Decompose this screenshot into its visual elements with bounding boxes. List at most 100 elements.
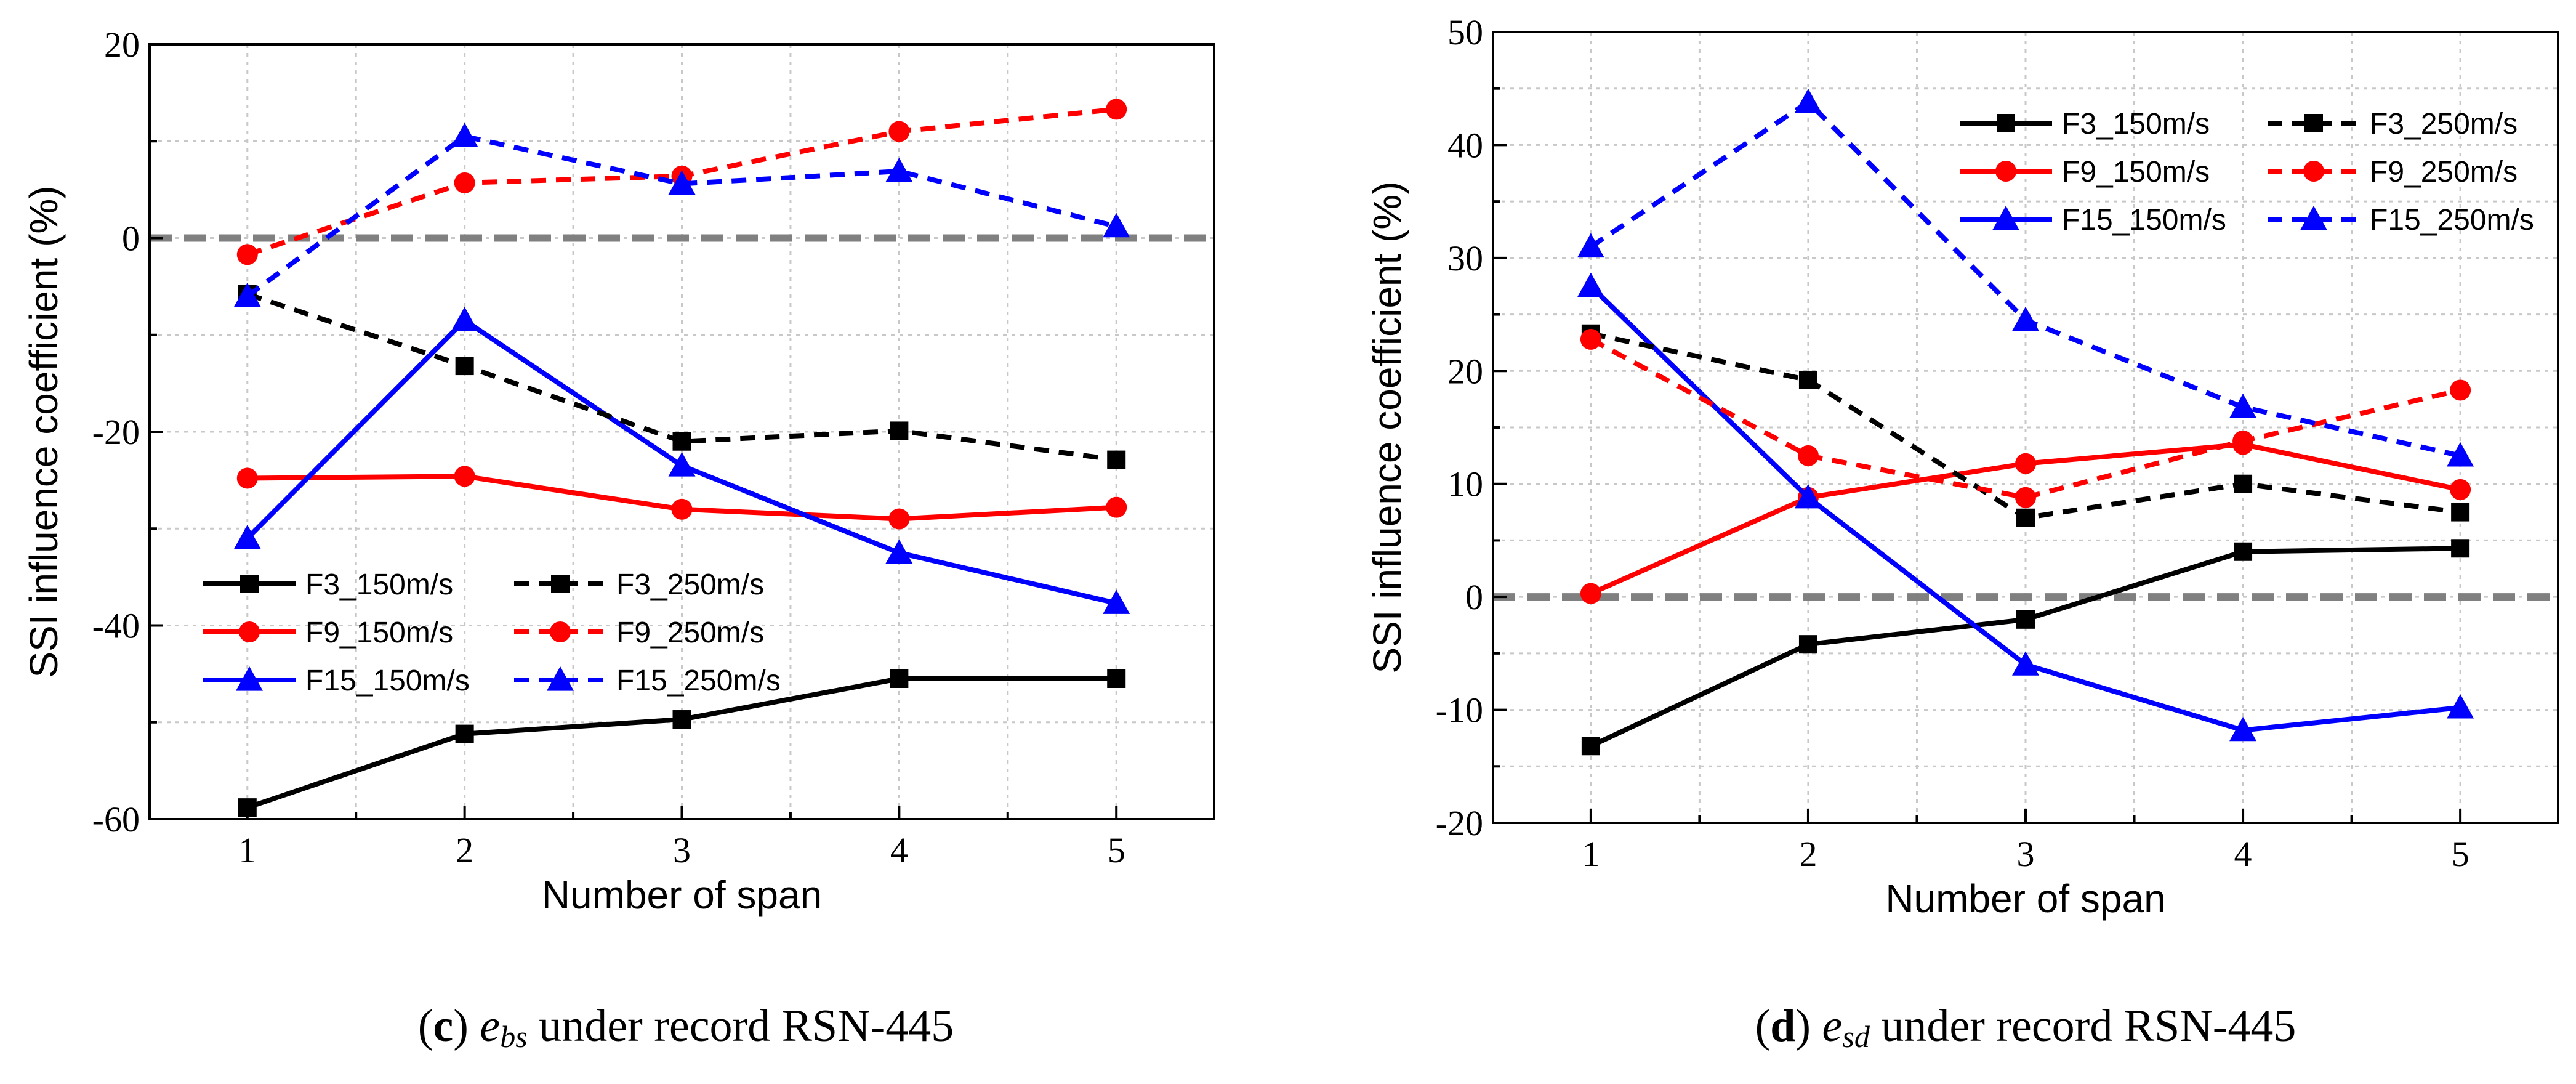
legend-marker xyxy=(2300,206,2327,230)
x-axis-title: Number of span xyxy=(542,873,822,917)
legend-item: F15_250m/s xyxy=(2268,204,2534,237)
series-F15_250m/s xyxy=(233,123,1130,307)
data-point xyxy=(2229,716,2257,742)
data-point xyxy=(455,357,474,376)
caption-paren: ) xyxy=(1795,1001,1822,1051)
data-point xyxy=(1106,496,1127,518)
data-point xyxy=(1794,88,1822,113)
plot-frame xyxy=(148,43,1215,820)
data-point xyxy=(2016,610,2035,629)
legend-marker xyxy=(240,575,259,593)
y-tick-label: 30 xyxy=(1447,238,1483,278)
y-tick-label: 0 xyxy=(122,219,140,259)
x-tick-label: 4 xyxy=(2234,834,2252,874)
legend-marker xyxy=(1995,161,2016,182)
legend-item: F3_250m/s xyxy=(514,568,764,601)
legend-marker xyxy=(547,666,574,691)
caption-paren: ( xyxy=(1755,1001,1771,1051)
y-tick-label: 50 xyxy=(1447,12,1483,52)
data-point xyxy=(1798,370,1817,389)
legend-label: F15_250m/s xyxy=(2370,204,2534,237)
data-point xyxy=(668,452,696,477)
data-point xyxy=(885,157,913,182)
y-tick-label: -60 xyxy=(92,799,140,839)
chart-panel-2: -20 -10 0 10 20 30 40 50 1 2 3 4 5 Number of span SSI … xyxy=(1365,12,2559,1054)
x-tick-label: 1 xyxy=(1582,834,1600,874)
data-point xyxy=(2451,539,2470,558)
y-axis-title: SSI influence coefficient (%) xyxy=(1365,181,1409,673)
data-point xyxy=(2012,306,2039,331)
y-tick-label: 20 xyxy=(1447,351,1483,391)
legend-item: F15_250m/s xyxy=(514,665,781,697)
figure-caption: (d) esd under record RSN-445 xyxy=(1755,1001,2296,1054)
caption-paren: ( xyxy=(418,1001,433,1051)
data-point xyxy=(1794,483,1822,509)
data-point xyxy=(451,307,478,331)
y-tick-label: 0 xyxy=(1465,577,1483,617)
legend-marker xyxy=(551,575,570,593)
data-point xyxy=(1577,272,1604,297)
data-point xyxy=(2234,474,2253,493)
y-tick-label: 40 xyxy=(1447,125,1483,165)
x-tick-label: 1 xyxy=(238,830,256,870)
data-point xyxy=(1798,635,1817,654)
data-point xyxy=(236,244,258,265)
plot-frame xyxy=(1492,31,2559,824)
caption-letter: d xyxy=(1770,1001,1795,1051)
legend-2: F3_150m/s F9_150m/s F15_150m/s F3_250m/s F9_… xyxy=(1960,108,2534,237)
legend-item: F9_250m/s xyxy=(514,617,764,649)
data-point xyxy=(2229,393,2257,418)
data-point xyxy=(2451,503,2470,522)
figure-caption: (c) ebs under record RSN-445 xyxy=(418,1001,954,1054)
data-point xyxy=(1107,450,1126,469)
legend-label: F9_150m/s xyxy=(2062,156,2210,188)
series-line xyxy=(246,291,1117,463)
series-F3_250m/s xyxy=(238,285,1126,469)
data-point xyxy=(2232,431,2254,452)
data-point xyxy=(672,432,691,451)
legend-label: F15_250m/s xyxy=(616,665,781,697)
x-tick-label: 5 xyxy=(2452,834,2469,874)
x-axis-title: Number of span xyxy=(1885,876,2165,921)
data-point xyxy=(454,172,475,193)
data-point xyxy=(233,524,261,549)
data-point xyxy=(1106,99,1127,120)
series-line xyxy=(1589,337,2461,500)
data-point xyxy=(1103,212,1130,238)
legend-label: F3_250m/s xyxy=(2370,108,2518,140)
y-tick-label: 20 xyxy=(104,25,140,65)
data-point xyxy=(2450,379,2471,401)
caption-text: under record RSN-445 xyxy=(528,1001,954,1051)
data-point xyxy=(455,724,474,743)
series-F15_150m/s xyxy=(233,307,1130,614)
legend-label: F3_150m/s xyxy=(2062,108,2210,140)
legend-label: F9_250m/s xyxy=(616,617,764,649)
data-point xyxy=(236,467,258,489)
data-point xyxy=(1580,328,1601,350)
data-point xyxy=(1107,669,1126,688)
caption-letter: c xyxy=(433,1001,453,1051)
chart-panel-1: -60 -40 -20 0 20 1 2 3 4 5 Number of span SSI influ… xyxy=(22,25,1215,1054)
data-point xyxy=(2447,442,2474,467)
caption-variable-subscript: bs xyxy=(500,1019,527,1054)
legend-item: F15_150m/s xyxy=(1960,204,2226,237)
caption-text: under record RSN-445 xyxy=(1870,1001,2296,1051)
caption-paren: ) xyxy=(453,1001,480,1051)
data-point xyxy=(668,170,696,195)
data-point xyxy=(1797,445,1819,466)
legend-item: F9_150m/s xyxy=(1960,156,2210,188)
legend-label: F3_150m/s xyxy=(305,568,453,601)
series-F9_150m/s xyxy=(236,466,1127,530)
legend-item: F3_150m/s xyxy=(203,568,453,601)
data-point xyxy=(890,669,909,688)
series-F3_150m/s xyxy=(1581,539,2470,756)
data-point xyxy=(2016,508,2035,527)
legend-label: F15_150m/s xyxy=(2062,204,2226,237)
data-point xyxy=(1103,589,1130,614)
caption-variable-subscript: sd xyxy=(1842,1019,1870,1054)
x-tick-label: 3 xyxy=(2017,834,2035,874)
legend-marker xyxy=(1997,114,2015,132)
data-point xyxy=(888,121,910,142)
series-F15_250m/s xyxy=(1577,88,2474,467)
